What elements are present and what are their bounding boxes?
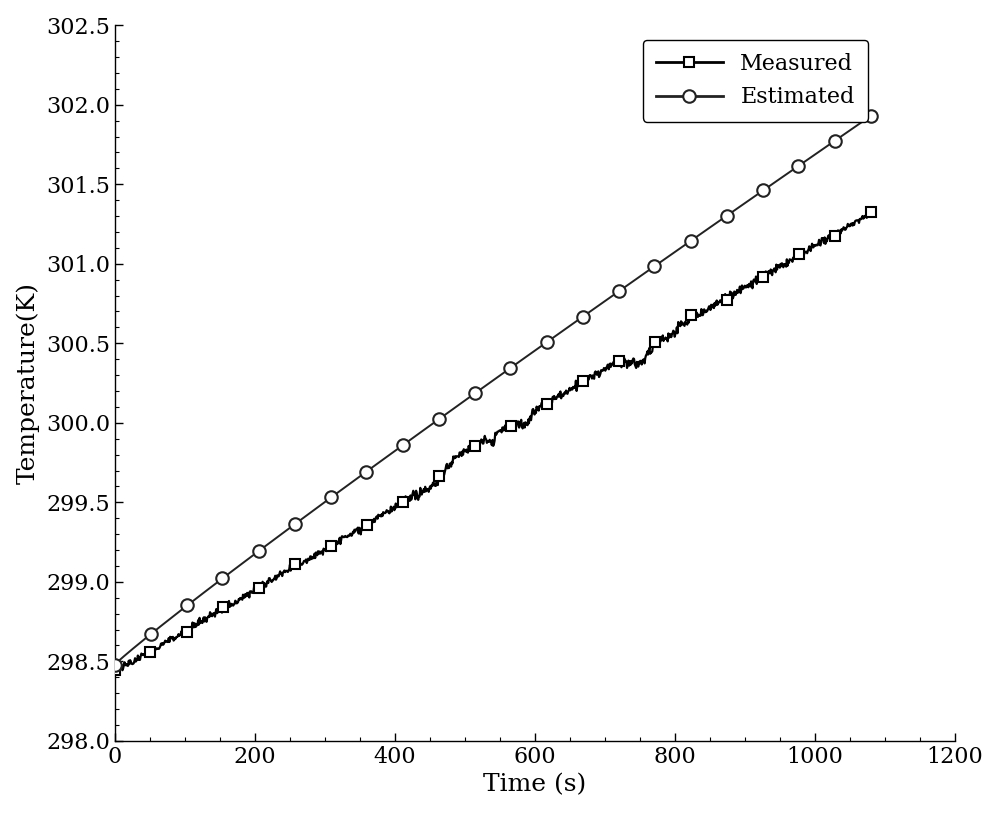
- Legend: Measured, Estimated: Measured, Estimated: [643, 40, 868, 122]
- X-axis label: Time (s): Time (s): [483, 773, 586, 796]
- Y-axis label: Temperature(K): Temperature(K): [17, 282, 40, 484]
